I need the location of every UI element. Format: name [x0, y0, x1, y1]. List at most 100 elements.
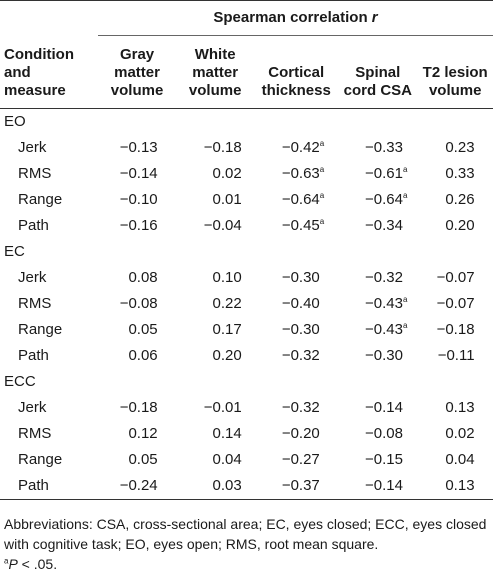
correlation-value: 0.01 [212, 191, 242, 208]
correlation-cell: 0.03a [176, 473, 254, 500]
correlation-cell: 0.10a [176, 265, 254, 291]
correlation-value: 0.23 [445, 139, 475, 156]
correlation-cell: −0.04a [176, 213, 254, 239]
correlation-table: Spearman correlation r Condition and mea… [0, 0, 493, 508]
correlation-cell: −0.43a [338, 291, 417, 317]
correlation-value: −0.64 [281, 191, 320, 208]
header-line: White [194, 46, 236, 63]
correlation-cell: −0.10a [98, 187, 176, 213]
header-line: volume [110, 82, 164, 99]
measure-label: Range [18, 321, 63, 338]
p-symbol: P [8, 556, 18, 572]
spinal-cord-csa-header: Spinal cord CSA [338, 35, 418, 109]
section-row-ecc: ECC [0, 369, 493, 395]
correlation-value: −0.61 [364, 165, 403, 182]
header-line: Spinal [355, 64, 401, 81]
abbreviations-note: Abbreviations: CSA, cross-sectional area… [4, 516, 487, 552]
correlation-value: −0.04 [203, 217, 242, 234]
header-rule [0, 108, 493, 109]
header-line: thickness [261, 82, 331, 99]
correlation-cell: −0.27a [254, 447, 338, 473]
correlation-cell: 0.26a [417, 187, 493, 213]
correlation-value: −0.24 [119, 477, 158, 494]
significance-note: aP < .05. [4, 554, 489, 574]
correlation-value: −0.11 [437, 347, 475, 364]
correlation-cell: −0.32a [338, 265, 417, 291]
correlation-cell: −0.64a [338, 187, 417, 213]
header-line: matter [114, 64, 160, 81]
correlation-cell: 0.02a [176, 161, 254, 187]
table-row: Jerk −0.18a−0.01a−0.32a−0.14a0.13a [0, 395, 493, 421]
significance-mark: a [319, 165, 325, 174]
correlation-cell: −0.15a [338, 447, 417, 473]
correlation-value: 0.13 [445, 477, 475, 494]
correlation-cell: 0.13a [417, 395, 493, 421]
correlation-cell: 0.20a [176, 343, 254, 369]
correlation-value: −0.40 [281, 295, 320, 312]
correlation-cell: 0.14a [176, 421, 254, 447]
correlation-cell: −0.01a [176, 395, 254, 421]
correlation-value: −0.43 [364, 295, 403, 312]
correlation-cell: −0.63a [254, 161, 338, 187]
correlation-cell: 0.20a [417, 213, 493, 239]
table-row: Path−0.16a−0.04a−0.45a−0.34a0.20a [0, 213, 493, 239]
measure-label: Range [18, 191, 63, 208]
correlation-value: −0.16 [119, 217, 158, 234]
header-line: Cortical [268, 64, 325, 81]
correlation-value: −0.18 [436, 321, 475, 338]
significance-mark: a [402, 191, 408, 200]
significance-mark: a [319, 217, 325, 226]
correlation-cell: 0.22a [176, 291, 254, 317]
header-line: volume [428, 82, 482, 99]
correlation-cell: −0.45a [254, 213, 338, 239]
correlation-cell: 0.01a [176, 187, 254, 213]
correlation-value: 0.20 [212, 347, 242, 364]
correlation-value: −0.30 [364, 347, 403, 364]
significance-threshold: < .05. [17, 556, 58, 572]
correlation-value: −0.14 [364, 399, 403, 416]
correlation-value: −0.63 [281, 165, 320, 182]
table-row: Jerk 0.08a0.10a−0.30a−0.32a−0.07a [0, 265, 493, 291]
correlation-cell: −0.18a [176, 135, 254, 161]
gray-matter-volume-header: Gray matter volume [98, 35, 177, 109]
header-line: T2 lesion [422, 64, 488, 81]
correlation-cell: −0.08a [98, 291, 176, 317]
measure-label: Jerk [18, 269, 47, 286]
correlation-cell: −0.61a [338, 161, 417, 187]
table-row: RMS−0.08a0.22a−0.40a−0.43a−0.07a [0, 291, 493, 317]
correlation-cell: 0.23a [417, 135, 493, 161]
correlation-cell: −0.33a [338, 135, 417, 161]
correlation-cell: 0.06a [98, 343, 176, 369]
correlation-value: −0.27 [281, 451, 320, 468]
correlation-value: −0.42 [281, 139, 320, 156]
correlation-value: −0.18 [119, 399, 158, 416]
correlation-cell: −0.30a [254, 317, 338, 343]
correlation-value: −0.45 [281, 217, 320, 234]
correlation-cell: −0.30a [338, 343, 417, 369]
correlation-value: 0.05 [128, 321, 158, 338]
correlation-cell: −0.64a [254, 187, 338, 213]
correlation-value: −0.18 [203, 139, 242, 156]
section-label: ECC [4, 373, 36, 390]
table-row: RMS 0.12a0.14a−0.20a−0.08a0.02a [0, 421, 493, 447]
correlation-cell: −0.32a [254, 395, 338, 421]
group-header-row: Spearman correlation r [0, 0, 493, 36]
correlation-cell: −0.16a [98, 213, 176, 239]
correlation-value: −0.13 [119, 139, 158, 156]
correlation-cell: −0.18a [417, 317, 493, 343]
section-label: EO [4, 113, 26, 130]
correlation-value: −0.10 [119, 191, 158, 208]
header-line: volume [188, 82, 242, 99]
correlation-cell: 0.17a [176, 317, 254, 343]
correlation-value: −0.30 [281, 321, 320, 338]
correlation-cell: −0.40a [254, 291, 338, 317]
correlation-cell: −0.34a [338, 213, 417, 239]
correlation-value: −0.08 [119, 295, 158, 312]
correlation-value: −0.07 [436, 269, 475, 286]
correlation-cell: −0.13a [98, 135, 176, 161]
correlation-cell: 0.04a [176, 447, 254, 473]
correlation-cell: −0.08a [338, 421, 417, 447]
